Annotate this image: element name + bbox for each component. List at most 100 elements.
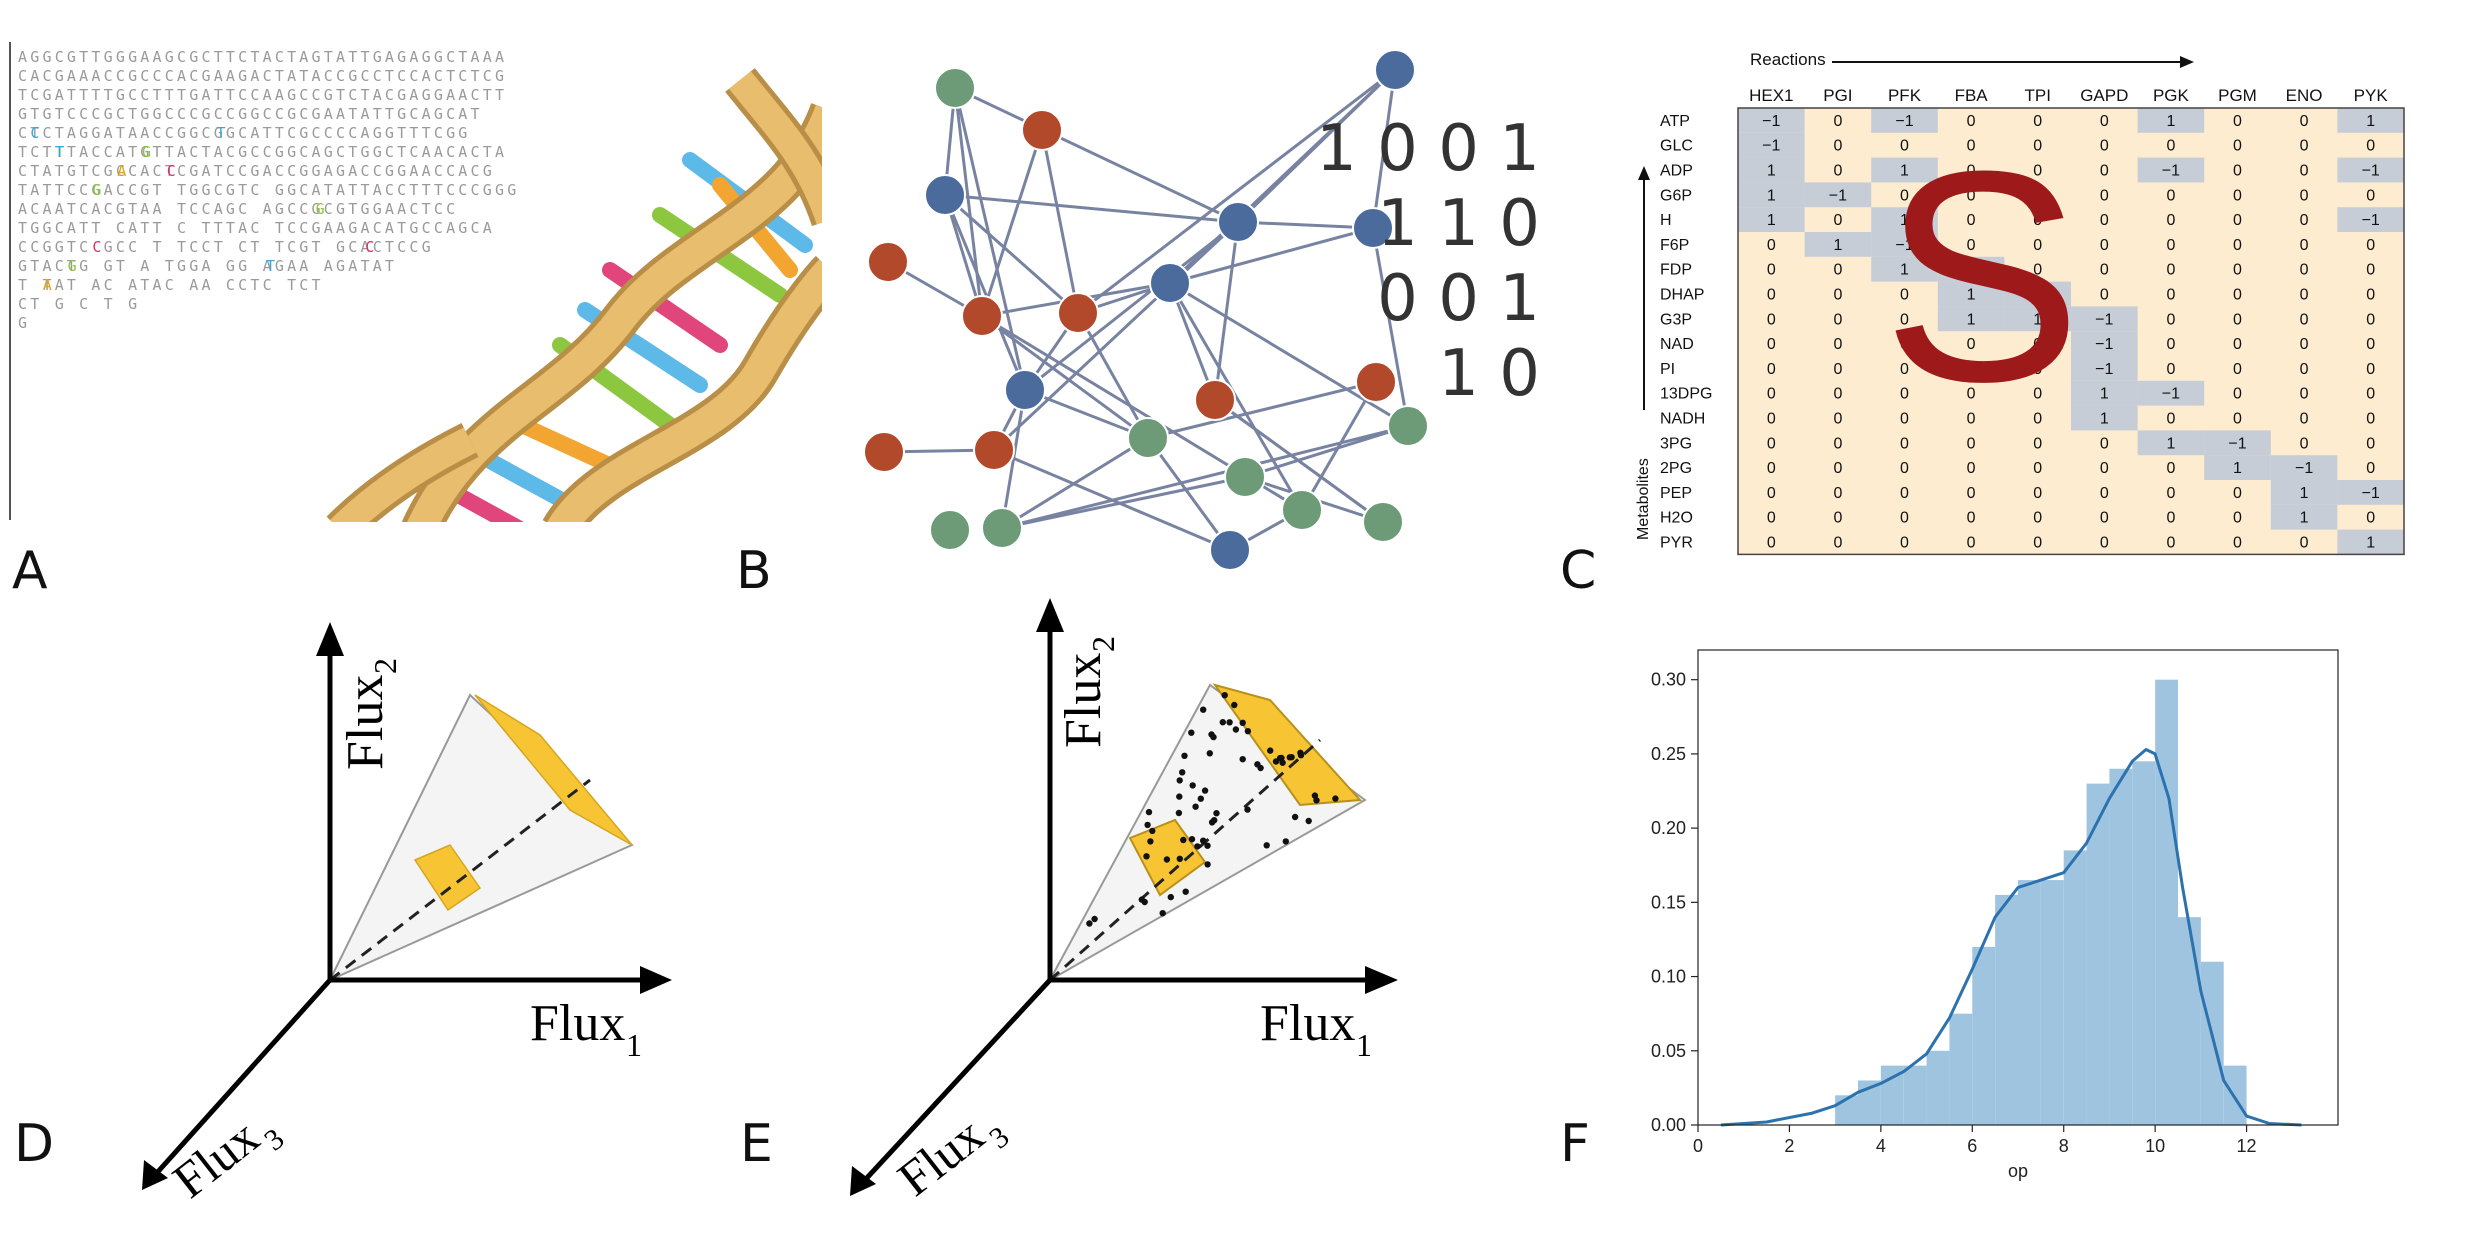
matrix-cell-value: 0 xyxy=(2100,510,2109,527)
panel-e-flux-cone-sampling: Flux 2 Flux 1 Flux 3 xyxy=(850,598,1398,1207)
flux-sample-point xyxy=(1159,910,1166,917)
network-edge xyxy=(1001,475,1246,530)
binary-row-2: 1 1 0 xyxy=(1377,187,1540,261)
matrix-cell-value: 0 xyxy=(2033,336,2042,353)
matrix-cell-value: −1 xyxy=(2362,485,2380,502)
matrix-column-header: HEX1 xyxy=(1749,86,1793,105)
matrix-cell-value: −1 xyxy=(2162,162,2180,179)
histogram-bar xyxy=(2018,880,2041,1125)
matrix-cell-value: 0 xyxy=(2100,286,2109,303)
network-edges xyxy=(883,68,1410,552)
y-tick-label: 0.15 xyxy=(1651,892,1686,912)
matrix-cell-value: 0 xyxy=(1833,460,1842,477)
flux-region-large xyxy=(1212,683,1363,807)
sequence-accent-base: G xyxy=(316,200,325,218)
matrix-cell-value: 0 xyxy=(2300,262,2309,279)
matrix-cell-value: −1 xyxy=(1895,113,1913,130)
network-edge xyxy=(1147,380,1377,440)
matrix-cell-value: 0 xyxy=(2366,286,2375,303)
flux-sample-point xyxy=(1163,856,1171,863)
y-tick-label: 0.20 xyxy=(1651,818,1686,838)
matrix-cell-highlight xyxy=(1804,182,1872,208)
sequence-accent-base: A xyxy=(43,276,52,294)
metabolites-axis-label: Metabolites xyxy=(1635,458,1652,540)
flux-sample-point xyxy=(1143,853,1150,860)
network-edge xyxy=(944,193,1239,224)
matrix-cell-value: 0 xyxy=(2233,113,2242,130)
network-node xyxy=(1149,262,1191,304)
matrix-cell-value: 0 xyxy=(1967,162,1976,179)
matrix-cell-value: 0 xyxy=(2100,435,2109,452)
flux-sample-point xyxy=(1263,842,1270,849)
matrix-cell-value: 0 xyxy=(2100,485,2109,502)
big-s-letter: S xyxy=(1882,108,2082,444)
reactions-arrow-head xyxy=(2180,56,2194,68)
histogram-bar xyxy=(2086,783,2110,1125)
flux-region-small xyxy=(413,844,482,912)
matrix-cell-value: 0 xyxy=(1833,212,1842,229)
flux-sample-point xyxy=(1282,838,1289,845)
matrix-cell-value: 0 xyxy=(2300,410,2309,427)
matrix-cell-value: 1 xyxy=(2366,113,2375,130)
matrix-cell-value: 0 xyxy=(1767,410,1776,427)
matrix-cell-highlight xyxy=(2270,455,2338,480)
matrix-cell-value: 0 xyxy=(1833,510,1842,527)
matrix-cell-highlight xyxy=(1937,306,2005,332)
flux-sample-point xyxy=(1181,752,1188,759)
flux-sample-point xyxy=(1219,719,1226,726)
matrix-cell-value: 0 xyxy=(2100,534,2109,551)
matrix-cell-value: 1 xyxy=(1767,212,1776,229)
sequence-line: AGGCGTTGGGAAGCGCTTCTACTAGTATTGAGAGGCTAAA xyxy=(18,48,507,66)
matrix-cell-highlight xyxy=(1804,232,1872,257)
matrix-cell-value: −1 xyxy=(2162,386,2180,403)
matrix-cell-value: 0 xyxy=(1900,485,1909,502)
matrix-cell-highlight xyxy=(2204,455,2271,480)
matrix-cell-value: 1 xyxy=(1767,187,1776,204)
matrix-cell-value: 0 xyxy=(2033,361,2042,378)
matrix-cell-value: 0 xyxy=(1900,460,1909,477)
matrix-cell-value: −1 xyxy=(1962,262,1980,279)
axis-flux1-arrowhead xyxy=(640,966,672,994)
flux-sample-point xyxy=(1188,729,1195,736)
matrix-cell-value: 0 xyxy=(1967,435,1976,452)
panel-a-dna: AGGCGTTGGGAAGCGCTTCTACTAGTATTGAGAGGCTAAA… xyxy=(9,42,822,522)
matrix-cell-value: 0 xyxy=(2300,113,2309,130)
metabolites-arrow-head xyxy=(1638,166,1650,180)
x-tick-label: 2 xyxy=(1784,1136,1794,1156)
network-node xyxy=(1127,417,1169,459)
y-tick-label: 0.05 xyxy=(1651,1041,1686,1061)
axis-flux1-arrowhead xyxy=(1365,966,1398,994)
flux-sample-point xyxy=(1204,842,1211,849)
network-node xyxy=(1355,361,1397,403)
matrix-cell-value: 0 xyxy=(2033,162,2042,179)
matrix-cell-value: 1 xyxy=(1967,311,1976,328)
matrix-cell-value: 1 xyxy=(2100,386,2109,403)
flux-sample-point xyxy=(1149,827,1156,835)
y-tick-label: 0.30 xyxy=(1651,670,1686,690)
network-edge xyxy=(1001,424,1409,530)
matrix-cell-value: 0 xyxy=(2233,162,2242,179)
network-edge xyxy=(1001,436,1149,530)
matrix-cell-value: 0 xyxy=(2233,311,2242,328)
matrix-cell-value: 0 xyxy=(2033,410,2042,427)
matrix-cell-value: 0 xyxy=(2233,212,2242,229)
network-node xyxy=(1387,405,1429,447)
network-node xyxy=(973,429,1015,471)
matrix-cell-value: 0 xyxy=(2166,262,2175,279)
flux-sample-point xyxy=(1086,920,1093,927)
histogram-bar xyxy=(2132,761,2156,1125)
histogram-bar xyxy=(2178,917,2201,1125)
matrix-cell-value: 0 xyxy=(2300,336,2309,353)
binary-matrix: 1 0 0 1 1 1 0 0 0 1 1 0 xyxy=(1316,112,1540,411)
network-edge xyxy=(1236,68,1397,224)
network-node xyxy=(1209,529,1251,571)
flux-sample-point xyxy=(1167,893,1174,901)
matrix-cell-value: 0 xyxy=(2233,262,2242,279)
flux-sample-point xyxy=(1239,756,1246,763)
matrix-cell-value: −1 xyxy=(2095,361,2113,378)
network-edge xyxy=(1146,437,1232,551)
matrix-column-header: PGI xyxy=(1823,86,1852,105)
matrix-cell-value: 0 xyxy=(2100,187,2109,204)
matrix-cell-value: 0 xyxy=(1833,485,1842,502)
matrix-cell-value: 0 xyxy=(2366,510,2375,527)
